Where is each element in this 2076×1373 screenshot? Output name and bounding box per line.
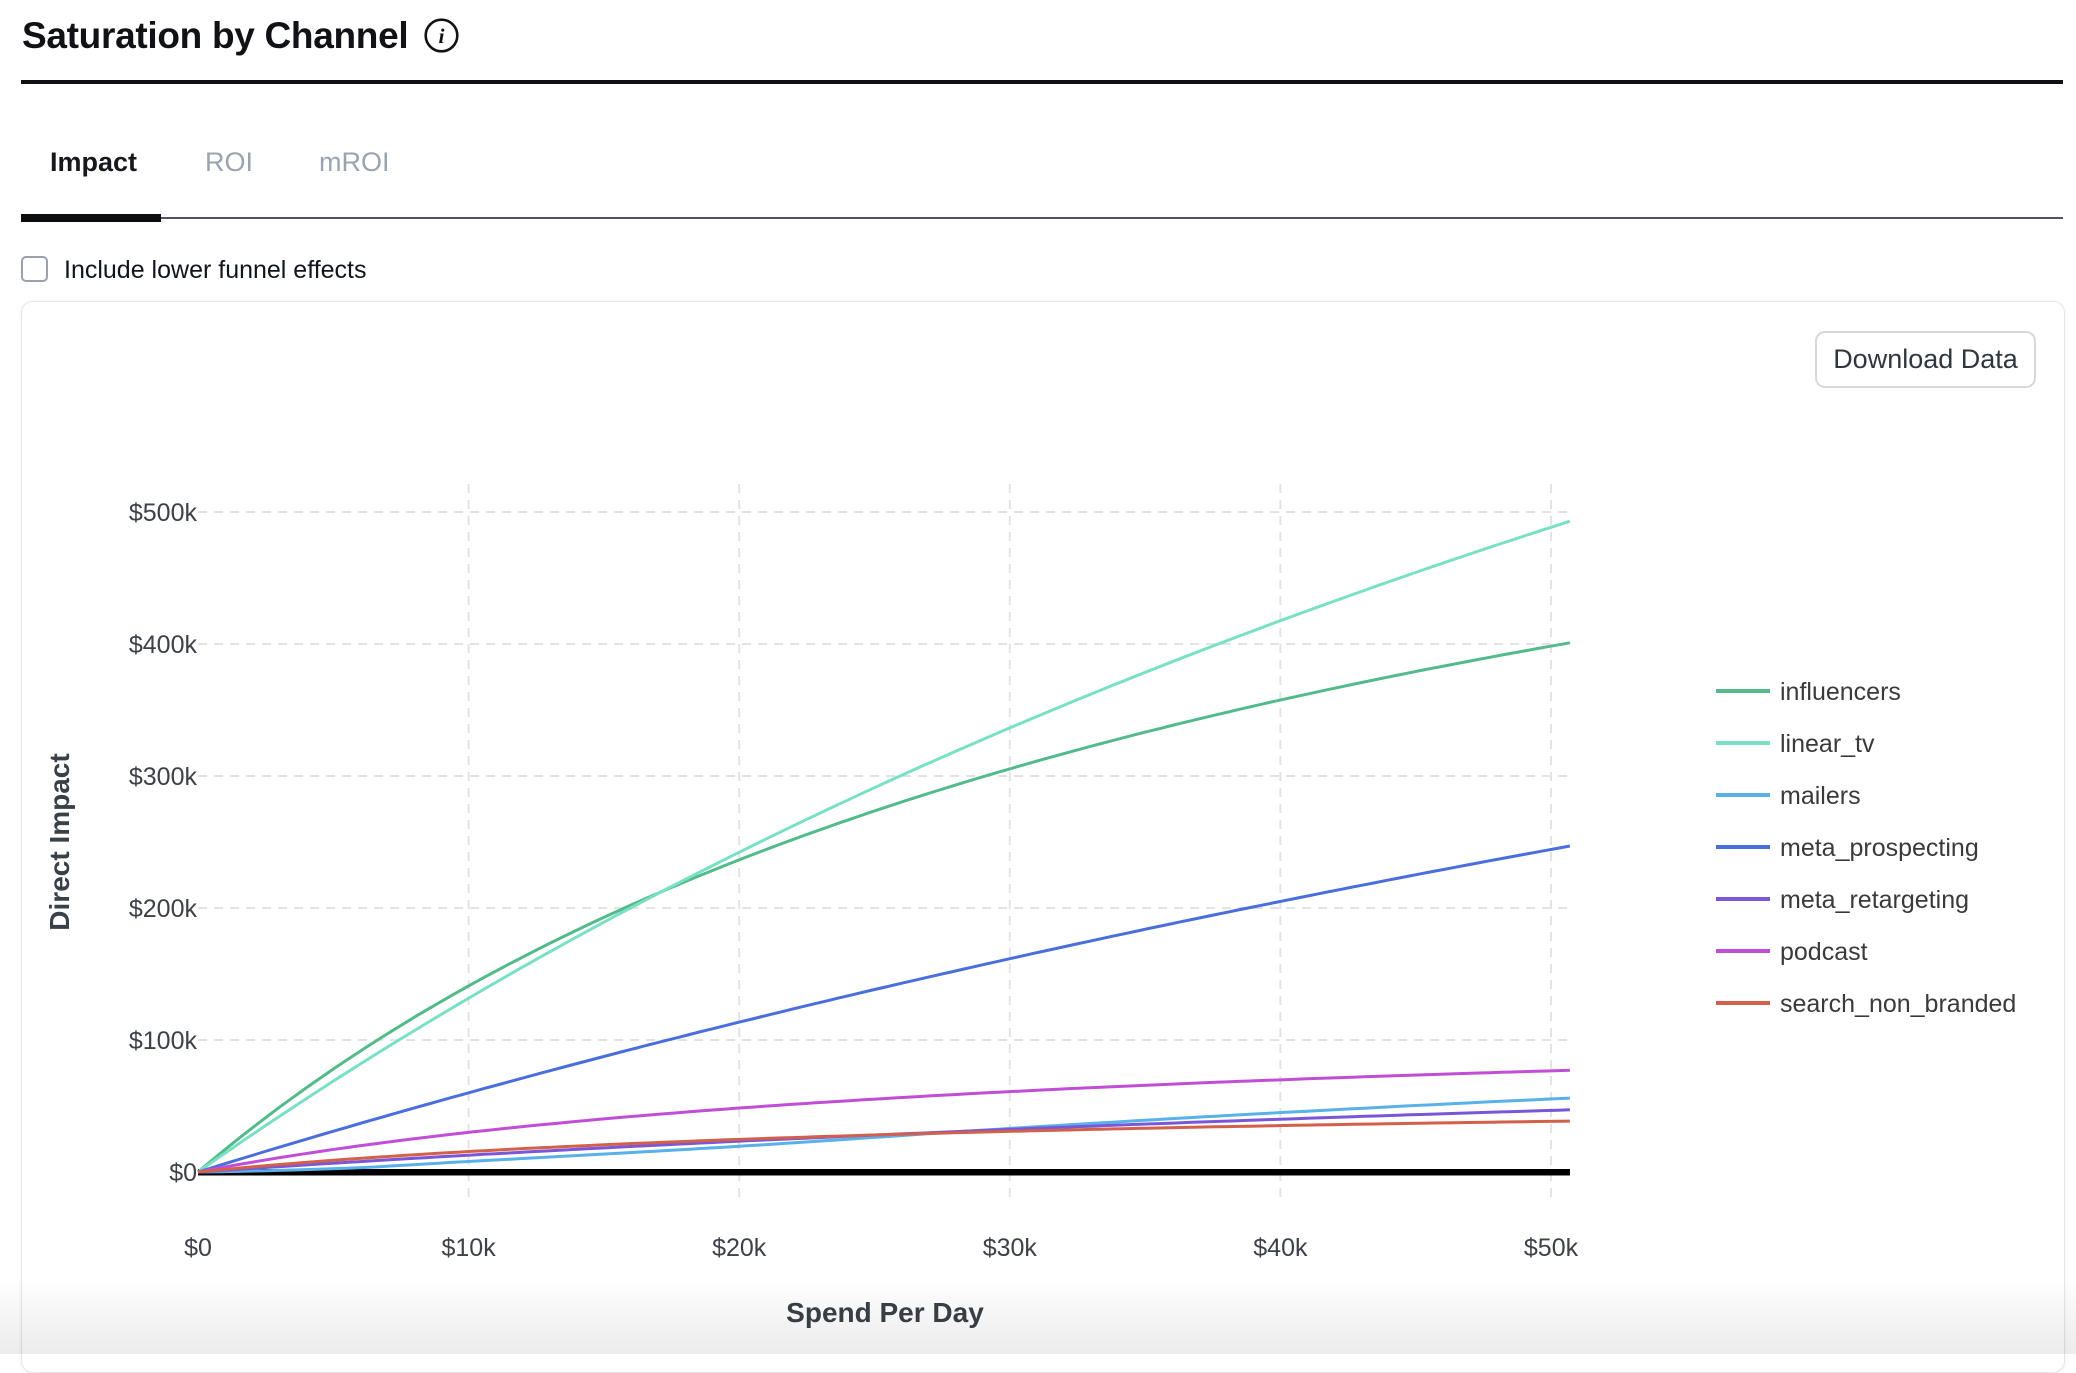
svg-text:Spend Per Day: Spend Per Day [786, 1297, 984, 1328]
svg-text:$100k: $100k [129, 1027, 198, 1055]
svg-text:influencers: influencers [1780, 678, 1901, 706]
svg-text:i: i [439, 24, 445, 48]
svg-text:$30k: $30k [983, 1234, 1038, 1262]
svg-text:podcast: podcast [1780, 938, 1868, 966]
svg-text:meta_retargeting: meta_retargeting [1780, 886, 1969, 914]
svg-text:$20k: $20k [712, 1234, 767, 1262]
svg-text:$10k: $10k [441, 1234, 496, 1262]
svg-text:$0: $0 [184, 1234, 212, 1262]
svg-text:$0: $0 [169, 1159, 197, 1187]
svg-text:search_non_branded: search_non_branded [1780, 990, 2016, 1018]
svg-text:$40k: $40k [1253, 1234, 1308, 1262]
svg-text:$300k: $300k [129, 763, 198, 791]
svg-text:mailers: mailers [1780, 782, 1861, 810]
svg-text:$400k: $400k [129, 631, 198, 659]
svg-text:$200k: $200k [129, 895, 198, 923]
svg-text:linear_tv: linear_tv [1780, 730, 1875, 758]
svg-text:$500k: $500k [129, 499, 198, 527]
svg-text:Direct Impact: Direct Impact [44, 753, 75, 930]
svg-text:meta_prospecting: meta_prospecting [1780, 834, 1979, 862]
svg-text:$50k: $50k [1524, 1234, 1579, 1262]
